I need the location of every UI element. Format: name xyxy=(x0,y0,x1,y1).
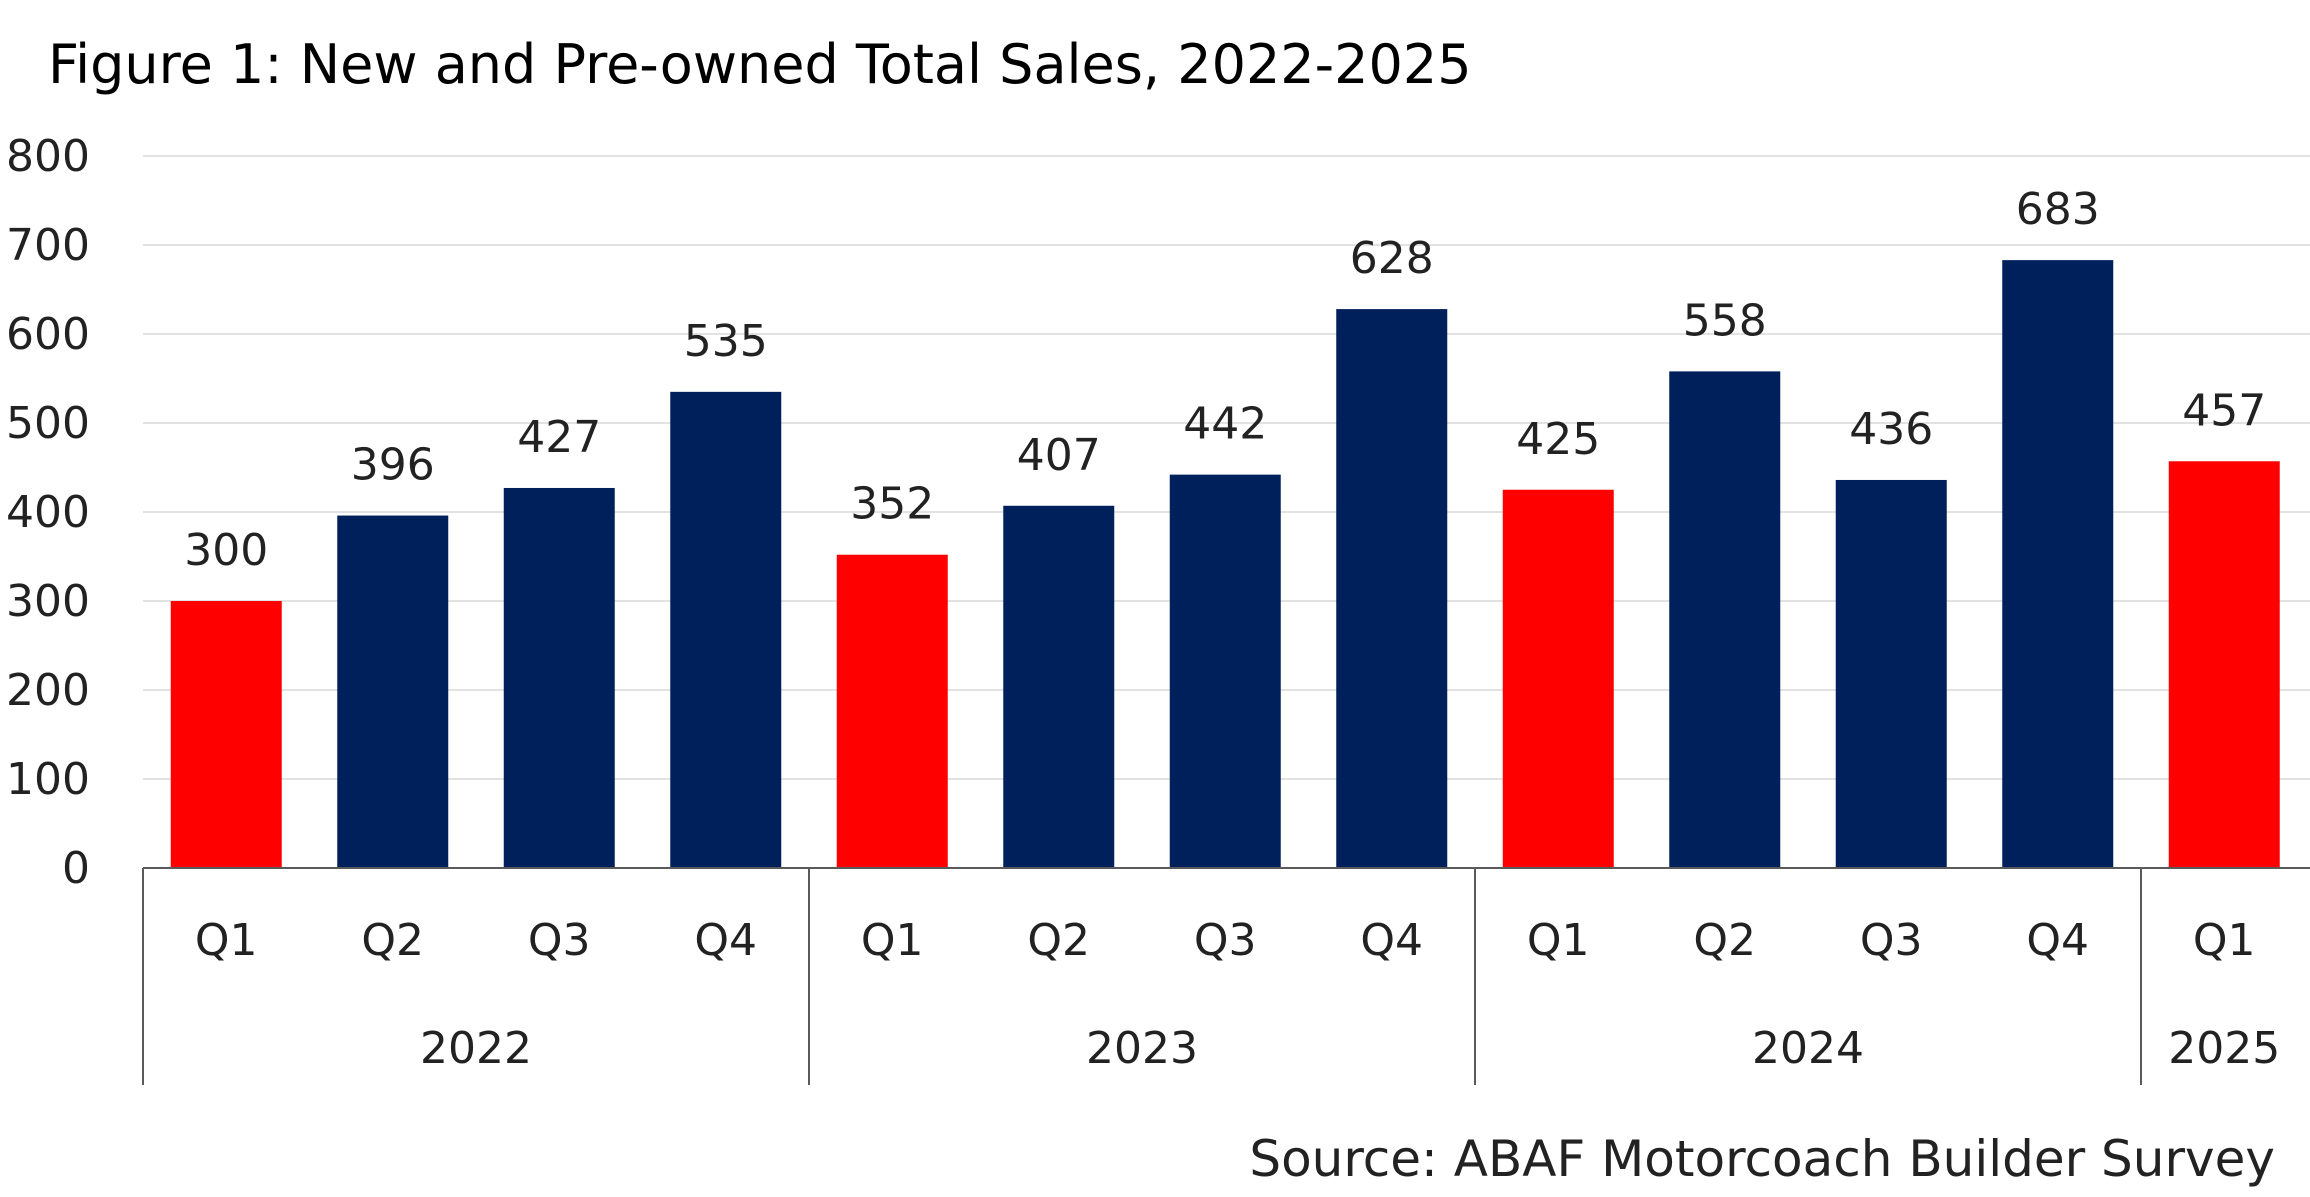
bar xyxy=(503,487,615,868)
data-label: 436 xyxy=(1849,404,1933,455)
x-category-label: Q4 xyxy=(694,915,757,966)
x-category-label: Q2 xyxy=(1693,915,1756,966)
bar xyxy=(2168,461,2280,868)
bar xyxy=(337,515,449,868)
y-axis-ticks: 0 100 200 300 400 500 600 700 800 xyxy=(6,131,90,894)
x-category-label: Q3 xyxy=(1860,915,1923,966)
y-tick-label: 800 xyxy=(6,131,90,182)
y-tick-label: 600 xyxy=(6,309,90,360)
y-tick-label: 300 xyxy=(6,576,90,627)
data-label: 300 xyxy=(184,525,268,576)
x-axis xyxy=(142,867,2310,1085)
x-axis-categories: Q1 Q2 Q3 Q4 Q1 Q2 Q3 Q4 Q1 Q2 Q3 Q4 Q1 xyxy=(195,915,2256,966)
x-category-label: Q1 xyxy=(2193,915,2256,966)
bar xyxy=(170,601,282,868)
data-label: 683 xyxy=(2016,184,2100,235)
bars xyxy=(170,260,2280,869)
chart-title: Figure 1: New and Pre-owned Total Sales,… xyxy=(48,33,1472,96)
bar xyxy=(1169,474,1281,868)
x-category-label: Q3 xyxy=(1194,915,1257,966)
y-tick-label: 500 xyxy=(6,398,90,449)
x-category-label: Q4 xyxy=(2026,915,2089,966)
y-tick-label: 700 xyxy=(6,220,90,271)
data-label: 442 xyxy=(1183,399,1267,450)
x-category-label: Q4 xyxy=(1360,915,1423,966)
y-tick-label: 400 xyxy=(6,487,90,538)
bar xyxy=(1502,489,1614,868)
data-label: 396 xyxy=(351,440,435,491)
x-group-label: 2022 xyxy=(420,1023,532,1074)
data-label: 352 xyxy=(850,479,934,530)
data-label: 558 xyxy=(1683,295,1767,346)
source-note: Source: ABAF Motorcoach Builder Survey xyxy=(1249,1130,2275,1188)
x-category-label: Q2 xyxy=(1027,915,1090,966)
x-category-label: Q3 xyxy=(528,915,591,966)
data-label: 535 xyxy=(684,316,768,367)
y-tick-label: 0 xyxy=(62,843,90,894)
x-category-label: Q1 xyxy=(861,915,924,966)
x-category-label: Q2 xyxy=(361,915,424,966)
bar xyxy=(670,391,782,868)
data-label: 457 xyxy=(2182,385,2266,436)
bar xyxy=(1003,505,1115,868)
bar xyxy=(1336,309,1448,869)
bar xyxy=(1835,479,1947,868)
data-label: 427 xyxy=(517,412,601,463)
x-group-label: 2025 xyxy=(2168,1023,2280,1074)
bar xyxy=(2002,260,2114,868)
data-label: 407 xyxy=(1017,430,1101,481)
x-axis-year-groups: 2022 2023 2024 2025 xyxy=(420,1023,2280,1074)
data-label: 628 xyxy=(1350,233,1434,284)
data-labels: 300 396 427 535 352 407 442 628 425 558 436 683 457 xyxy=(184,184,2266,576)
bar xyxy=(836,554,948,868)
x-group-label: 2024 xyxy=(1752,1023,1864,1074)
y-tick-label: 200 xyxy=(6,665,90,716)
data-label: 425 xyxy=(1516,414,1600,465)
y-tick-label: 100 xyxy=(6,754,90,805)
x-category-label: Q1 xyxy=(195,915,258,966)
x-category-label: Q1 xyxy=(1527,915,1590,966)
x-group-label: 2023 xyxy=(1086,1023,1198,1074)
bar xyxy=(1669,371,1781,868)
